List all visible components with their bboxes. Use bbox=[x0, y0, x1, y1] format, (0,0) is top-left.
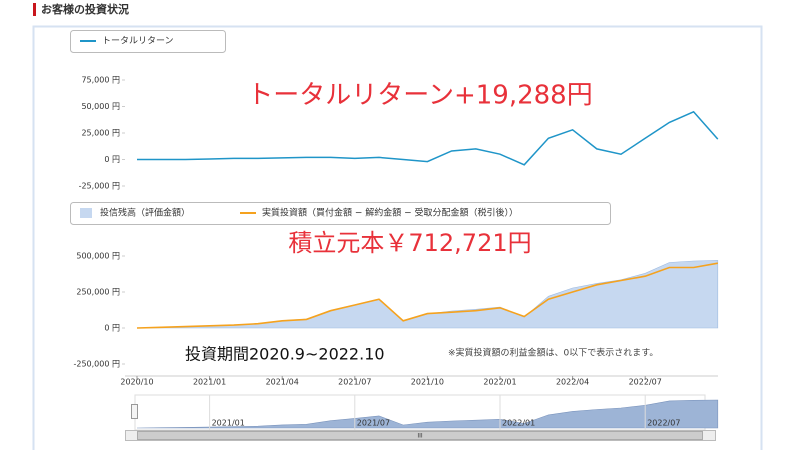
legend-label: 実質投資額（買付金額 − 解約金額 − 受取分配金額（税引後）） bbox=[262, 207, 518, 219]
return-line bbox=[137, 110, 719, 166]
note: ※実質投資額の利益金額は、0以下で表示されます。 bbox=[448, 347, 658, 359]
nav-label: 2021/01 bbox=[212, 419, 245, 428]
invested-line bbox=[136, 262, 718, 329]
x-tick-label: 2020/10 bbox=[120, 378, 153, 387]
legend-box bbox=[70, 202, 611, 225]
nav-label: 2021/07 bbox=[357, 419, 390, 428]
annotation: 積立元本￥712,721円 bbox=[288, 229, 531, 257]
nav-label: 2022/07 bbox=[647, 419, 680, 428]
y-tick-label: -25,000 円 bbox=[79, 182, 120, 191]
header-title: お客様の投資状況 bbox=[41, 2, 129, 16]
x-tick-label: 2021/01 bbox=[193, 378, 226, 387]
header-bar bbox=[33, 3, 36, 16]
x-tick-label: 2021/10 bbox=[411, 378, 444, 387]
legend-label: 投信残高（評価金額） bbox=[100, 207, 190, 219]
y-tick-label: 75,000 円 bbox=[81, 76, 120, 85]
y-tick-label: 0 円 bbox=[104, 155, 120, 164]
y-tick-label: 50,000 円 bbox=[81, 102, 120, 111]
y-tick-label: 25,000 円 bbox=[81, 129, 120, 138]
period: 投資期間2020.9~2022.10 bbox=[185, 345, 385, 364]
nav-handle[interactable] bbox=[131, 404, 138, 419]
legend-label: トータルリターン bbox=[102, 36, 174, 47]
x-tick-label: 2022/07 bbox=[629, 378, 662, 387]
scroll-grip: III bbox=[417, 433, 423, 440]
valuation-area bbox=[136, 260, 719, 329]
y-tick-label: 250,000 円 bbox=[76, 288, 120, 297]
legend-swatch bbox=[80, 208, 92, 218]
x-tick-label: 2021/07 bbox=[338, 378, 371, 387]
navigator-area bbox=[136, 399, 719, 429]
legend-box bbox=[70, 30, 226, 53]
panel bbox=[32, 25, 763, 450]
annotation: トータルリターン+19,288円 bbox=[247, 81, 592, 111]
x-tick-label: 2022/04 bbox=[556, 378, 589, 387]
y-tick-label: 500,000 円 bbox=[76, 252, 120, 261]
y-tick-label: 0 円 bbox=[104, 324, 120, 333]
scroll-thumb[interactable] bbox=[137, 431, 703, 440]
x-tick-label: 2022/01 bbox=[483, 378, 516, 387]
x-tick-label: 2021/04 bbox=[266, 378, 299, 387]
nav-label: 2022/01 bbox=[502, 419, 535, 428]
y-tick-label: -250,000 円 bbox=[73, 360, 120, 369]
